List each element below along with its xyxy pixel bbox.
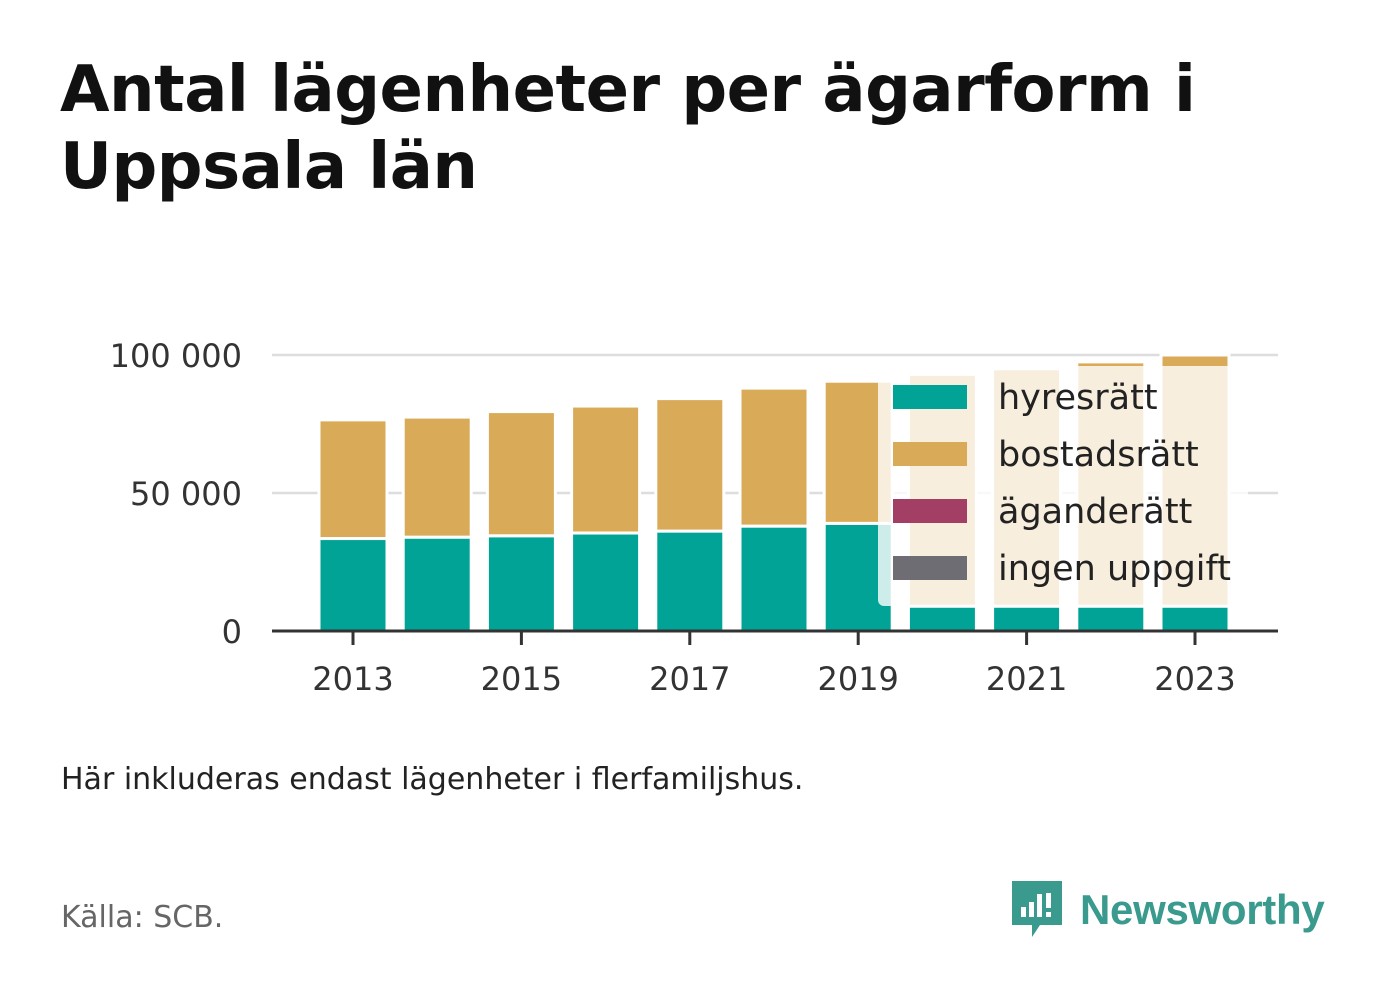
brand-logo: Newsworthy <box>1010 878 1325 942</box>
bar-segment <box>401 415 473 539</box>
bar-segment <box>654 529 726 633</box>
bar-segment <box>485 534 557 633</box>
x-tick-label: 2017 <box>649 660 730 698</box>
source-label: Källa: SCB. <box>61 900 224 935</box>
x-tick-label: 2015 <box>481 660 562 698</box>
x-tick-label: 2023 <box>1154 660 1235 698</box>
bar-segment <box>1159 604 1231 633</box>
x-tick-label: 2013 <box>312 660 393 698</box>
legend-swatch <box>893 499 967 523</box>
bar-segment <box>570 404 642 535</box>
legend-label: bostadsrätt <box>998 435 1199 475</box>
axes: 0 50 000 100 000 2013 2015 2017 2019 2021 2023 <box>110 337 1278 698</box>
x-tick-label: 2019 <box>817 660 898 698</box>
legend-swatch <box>893 556 967 580</box>
bar-segment <box>1075 604 1147 633</box>
legend-swatch <box>893 442 967 466</box>
stacked-bar-chart: hyresrätt bostadsrätt äganderätt ingen uppg… <box>110 337 1278 698</box>
legend-background <box>878 366 1248 606</box>
chart-title: Antal lägenheter per ägarform i Uppsala … <box>60 53 1196 204</box>
legend-label: äganderätt <box>998 492 1192 532</box>
bar-segment <box>317 418 389 541</box>
chart-note: Här inkluderas endast lägenheter i flerf… <box>61 762 804 797</box>
legend-swatch <box>893 385 967 409</box>
bar-segment <box>991 604 1063 633</box>
legend-label: hyresrätt <box>998 378 1158 418</box>
bar-segment <box>738 386 810 528</box>
bar-segment <box>317 537 389 633</box>
legend: hyresrätt bostadsrätt äganderätt ingen uppg… <box>878 366 1248 606</box>
brand-name: Newsworthy <box>1080 886 1325 933</box>
y-tick-label: 100 000 <box>110 337 242 375</box>
bar-segment <box>738 524 810 633</box>
bar-segment <box>654 397 726 533</box>
bar-segment <box>401 535 473 633</box>
bar-segment <box>570 531 642 633</box>
bar-segment <box>906 604 978 633</box>
legend-label: ingen uppgift <box>998 549 1231 589</box>
bar-segment <box>485 410 557 538</box>
y-tick-label: 50 000 <box>130 475 242 513</box>
y-tick-label: 0 <box>222 613 242 651</box>
newsworthy-logo-icon <box>1012 881 1062 937</box>
x-tick-label: 2021 <box>986 660 1067 698</box>
